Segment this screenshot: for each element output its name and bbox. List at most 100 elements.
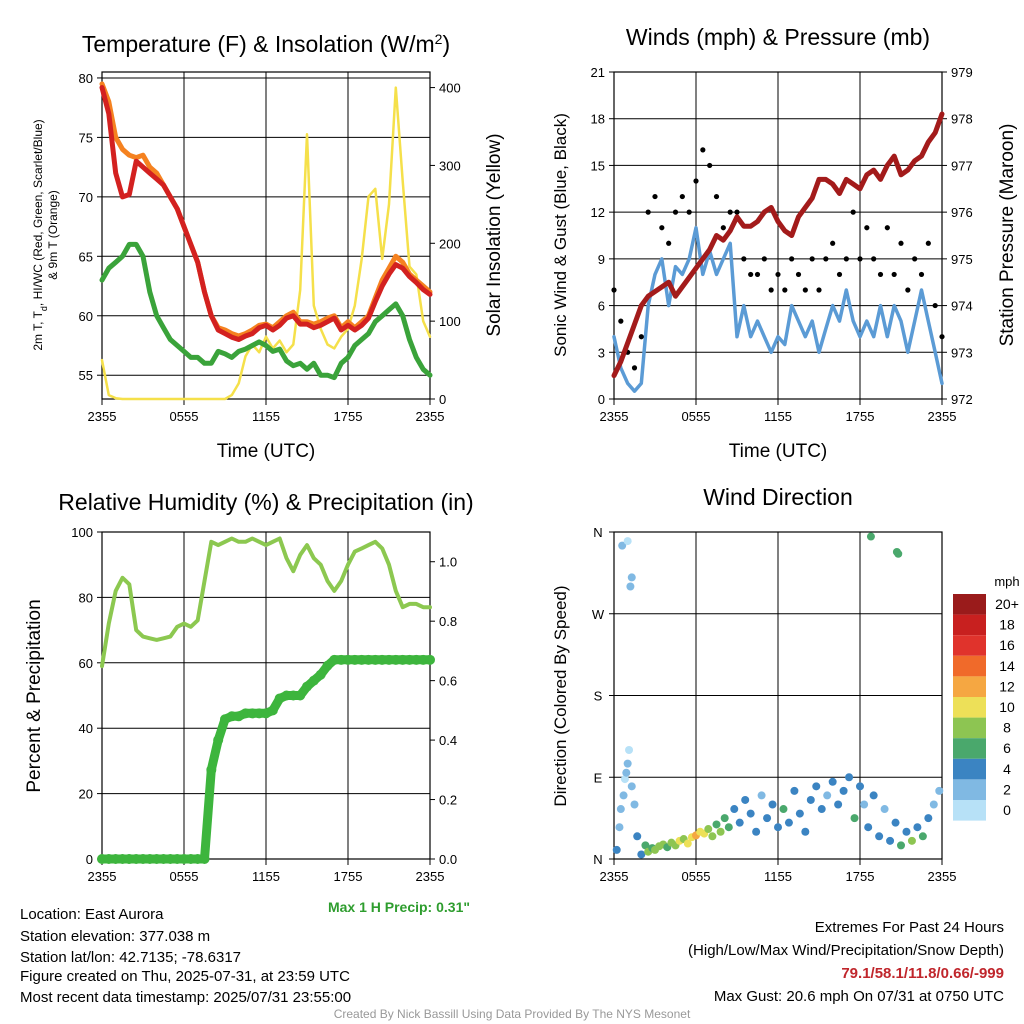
direction-point <box>641 841 650 850</box>
x-tick-label-2: 2355 <box>928 409 957 424</box>
direction-point <box>683 839 692 848</box>
precip-point <box>185 854 196 864</box>
precip-point <box>151 854 162 864</box>
gust-point <box>795 271 802 278</box>
plot-frame-3 <box>101 531 431 860</box>
direction-point <box>864 823 873 832</box>
y-axis-label-temperature-line2: & 9m T (Orange) <box>46 190 60 280</box>
gust-point <box>782 287 788 293</box>
direction-point <box>620 775 629 784</box>
gust-point <box>672 209 679 215</box>
precip-point <box>206 764 217 775</box>
x-tick-label-4: 1755 <box>846 869 875 884</box>
precip-point <box>144 854 155 864</box>
y-tick-label-2: 21 <box>591 65 605 80</box>
direction-point <box>757 791 766 800</box>
y2-tick-label-1: 400 <box>439 81 461 96</box>
precip-point <box>411 654 422 665</box>
direction-point <box>869 791 878 800</box>
direction-point <box>812 782 821 791</box>
precip-point <box>356 654 367 665</box>
precip-point <box>322 660 333 671</box>
latlon-text: Station lat/lon: 42.7135; -78.6317 <box>20 949 242 966</box>
direction-point <box>880 805 889 814</box>
max-precip-annotation: Max 1 H Precip: 0.31" <box>328 899 470 915</box>
gust-point <box>754 271 761 278</box>
precip-point <box>240 708 251 719</box>
precip-point <box>281 690 292 701</box>
gust-point <box>618 318 624 324</box>
y-tick-label-4: S <box>594 689 603 704</box>
y-tick-label-3: 0 <box>86 852 93 867</box>
precip-point <box>295 690 306 701</box>
direction-point <box>866 532 875 541</box>
y2-tick-label-3: 0.8 <box>439 614 457 629</box>
direction-point <box>929 800 938 809</box>
y2-tick-label-3: 0.6 <box>439 674 457 689</box>
gust-point <box>645 209 651 215</box>
precip-point <box>370 654 381 665</box>
direction-point <box>735 818 744 827</box>
y-tick-label-2: 3 <box>598 345 605 360</box>
direction-point <box>902 827 911 836</box>
direction-point <box>891 818 900 827</box>
y-tick-label-3: 100 <box>71 525 93 540</box>
direction-point <box>752 827 761 836</box>
precip-point <box>390 654 401 665</box>
direction-point <box>790 786 799 795</box>
precip-point <box>124 854 135 864</box>
precip-point <box>179 854 189 864</box>
y2-tick-label-3: 1.0 <box>439 555 457 570</box>
precip-point <box>336 654 347 665</box>
gust-point <box>666 240 672 246</box>
gust-point <box>693 178 699 184</box>
y2-tick-label-2: 975 <box>951 252 973 267</box>
x-tick-label-3: 2355 <box>416 869 445 884</box>
credit-text: Created By Nick Bassill Using Data Provi… <box>333 1007 691 1021</box>
y2-tick-label-1: 100 <box>439 314 461 329</box>
x-tick-label-1: 0555 <box>170 409 199 424</box>
precip-point <box>349 654 360 665</box>
recent-text: Most recent data timestamp: 2025/07/31 2… <box>20 989 352 1006</box>
direction-point <box>637 850 646 859</box>
precip-point <box>131 854 142 864</box>
direction-point <box>622 768 631 777</box>
gust-point <box>843 256 849 262</box>
plot-frame-1 <box>101 71 431 400</box>
y2-tick-label-2: 978 <box>951 112 973 127</box>
extremes-title: Extremes For Past 24 Hours <box>814 919 1004 936</box>
gust-point <box>686 209 692 215</box>
precip-point <box>315 669 326 680</box>
precip-point <box>110 854 121 864</box>
x-tick-label-1: 1155 <box>252 409 280 424</box>
direction-point <box>784 818 793 827</box>
colorbar-swatch <box>953 779 986 800</box>
created-text: Figure created on Thu, 2025-07-31, at 23… <box>20 968 350 985</box>
gust-point <box>925 240 931 246</box>
precip-point <box>158 854 169 864</box>
gust-point <box>720 225 726 231</box>
y2-tick-label-2: 976 <box>951 205 973 220</box>
x-tick-label-4: 2355 <box>928 869 957 884</box>
x-axis-label-winds: Time (UTC) <box>729 441 828 462</box>
direction-point <box>828 777 837 786</box>
gust-point <box>789 256 795 262</box>
direction-point <box>627 573 636 582</box>
direction-point <box>817 805 826 814</box>
precip-point <box>165 854 176 864</box>
y-tick-label-3: 40 <box>79 721 93 736</box>
direction-point <box>886 836 895 845</box>
direction-point <box>625 746 634 754</box>
y-axis-label-temperature: 2m T, Td, HI/WC (Red, Green, Scarlet/Blu… <box>31 119 49 350</box>
direction-point <box>856 782 864 791</box>
direction-point <box>924 814 933 823</box>
colorbar-swatch <box>953 594 986 615</box>
gust-point <box>802 287 808 293</box>
y2-tick-label-3: 0.2 <box>439 793 457 808</box>
direction-point <box>704 825 713 834</box>
gust-point <box>823 256 829 262</box>
chart-title-winds: Winds (mph) & Pressure (mb) <box>626 24 930 50</box>
y-tick-label-3: 80 <box>79 590 93 605</box>
colorbar-label: 18 <box>999 617 1015 633</box>
